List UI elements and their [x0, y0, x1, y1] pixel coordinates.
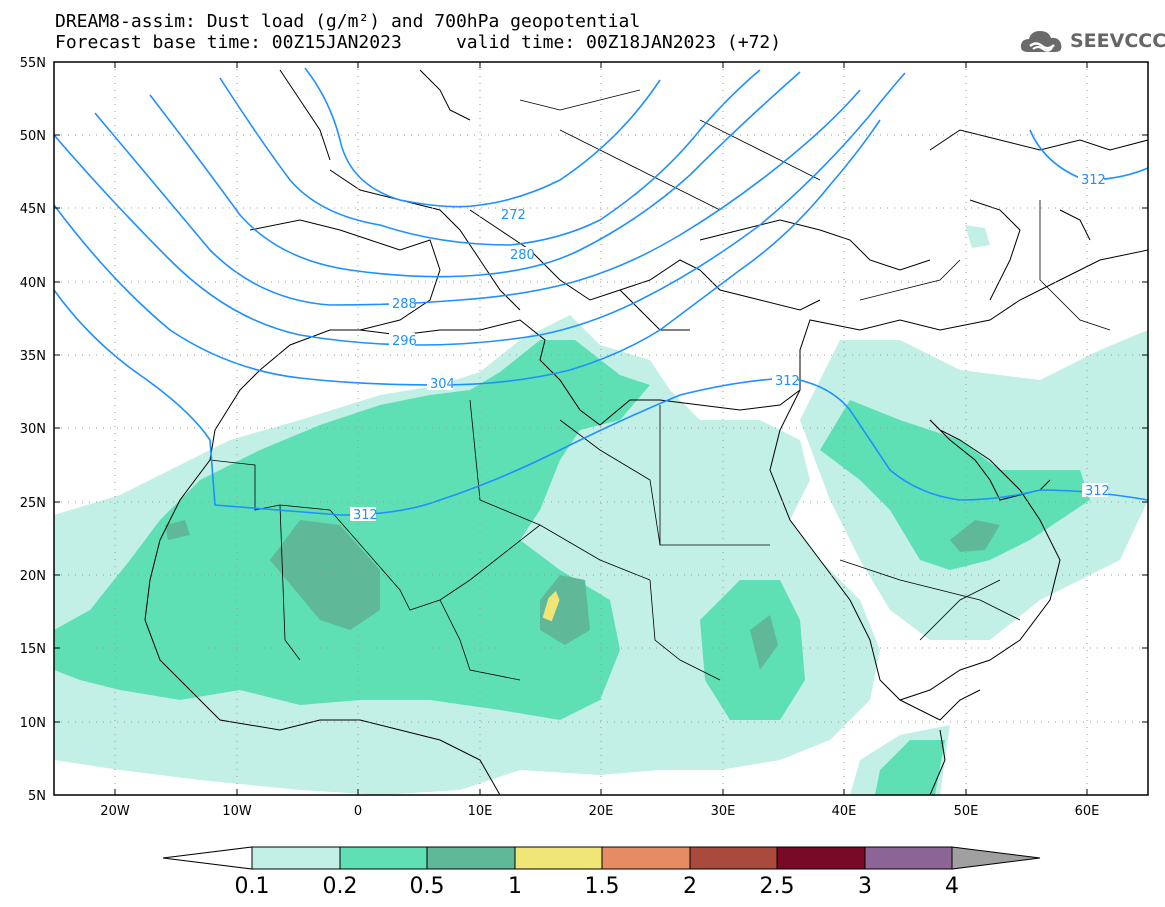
- contour-label-312-a: 312: [353, 508, 378, 523]
- colorbar-label: 2.5: [760, 874, 795, 899]
- lat-label-30n: 30N: [20, 422, 46, 437]
- contour-label-304: 304: [430, 377, 455, 392]
- colorbar-label: 1: [508, 874, 522, 899]
- lat-label-5n: 5N: [28, 789, 46, 804]
- lat-label-50n: 50N: [20, 129, 46, 144]
- lon-label-0: 0: [354, 804, 362, 819]
- lon-label-40e: 40E: [832, 804, 857, 819]
- colorbar-label: 2: [683, 874, 697, 899]
- contour-label-280: 280: [510, 248, 535, 263]
- lat-label-20n: 20N: [20, 569, 46, 584]
- geopotential-contours: [54, 67, 1148, 516]
- lat-tick-labels: 55N 50N 45N 40N 35N 30N 25N 20N 15N 10N …: [20, 56, 46, 804]
- contour-label-312-d: 312: [1081, 173, 1106, 188]
- colorbar-label: 0.5: [410, 874, 445, 899]
- colorbar-bin-1.5: [601, 846, 691, 870]
- lat-label-55n: 55N: [20, 56, 46, 71]
- colorbar-bin-0.2: [339, 846, 428, 870]
- colorbar-under-triangle: [162, 846, 253, 870]
- tick-marks: [54, 61, 1148, 795]
- contour-label-312-c: 312: [1085, 484, 1110, 499]
- colorbar-label: 3: [858, 874, 872, 899]
- lon-label-50e: 50E: [954, 804, 979, 819]
- logo-text: SEEVCCC: [1070, 30, 1165, 52]
- chart-subtitle: Forecast base time: 00Z15JAN2023 valid t…: [55, 32, 782, 53]
- chart-title: DREAM8-assim: Dust load (g/m²) and 700hP…: [55, 11, 641, 32]
- dust-layer-1: [541, 589, 561, 623]
- graticule: [54, 62, 1148, 795]
- lat-label-10n: 10N: [20, 716, 46, 731]
- coastlines: [144, 69, 1148, 795]
- lon-label-30e: 30E: [711, 804, 736, 819]
- colorbar: [162, 846, 1041, 870]
- colorbar-bin-2.5: [776, 846, 866, 870]
- lon-label-10e: 10E: [468, 804, 493, 819]
- lon-label-20w: 20W: [100, 804, 130, 819]
- contour-label-296: 296: [392, 334, 417, 349]
- colorbar-label: 0.1: [235, 874, 270, 899]
- colorbar-label: 4: [945, 874, 959, 899]
- colorbar-bin-3: [864, 846, 953, 870]
- lat-label-15n: 15N: [20, 642, 46, 657]
- dust-layer-0.5: [165, 520, 1000, 670]
- contour-label-312-b: 312: [775, 374, 800, 389]
- map-area: [54, 67, 1148, 795]
- contour-label-288: 288: [392, 297, 417, 312]
- colorbar-bin-2: [689, 846, 778, 870]
- seevccc-logo: SEEVCCC: [1018, 26, 1165, 58]
- colorbar-labels: 0.1 0.2 0.5 1 1.5 2 2.5 3 4: [235, 874, 960, 899]
- lon-label-20e: 20E: [589, 804, 614, 819]
- lat-label-35n: 35N: [20, 349, 46, 364]
- lon-label-10w: 10W: [222, 804, 252, 819]
- lon-label-60e: 60E: [1075, 804, 1100, 819]
- dust-layer-0.2: [54, 340, 1090, 795]
- lat-label-25n: 25N: [20, 496, 46, 511]
- contour-label-272: 272: [501, 208, 526, 223]
- colorbar-bin-0.1: [251, 846, 341, 870]
- contour-labels: 272 280 288 296 304 312 312 312 312: [350, 172, 1110, 523]
- cloud-icon: [1020, 31, 1062, 52]
- lat-label-45n: 45N: [20, 202, 46, 217]
- colorbar-label: 1.5: [585, 874, 620, 899]
- colorbar-bin-0.5: [426, 846, 516, 870]
- country-borders: [209, 89, 1111, 681]
- colorbar-label: 0.2: [323, 874, 358, 899]
- colorbar-over-triangle: [951, 846, 1041, 870]
- lon-tick-labels: 20W 10W 0 10E 20E 30E 40E 50E 60E: [100, 804, 1099, 819]
- colorbar-bin-1: [514, 846, 603, 870]
- lat-label-40n: 40N: [20, 276, 46, 291]
